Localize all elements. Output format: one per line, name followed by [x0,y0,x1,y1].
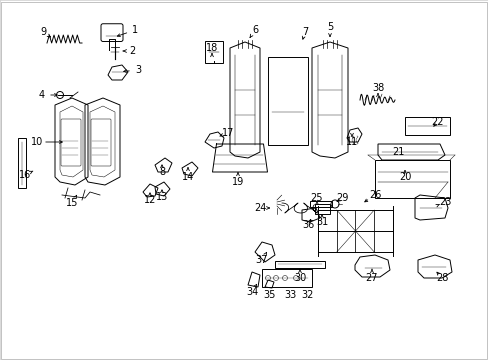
Text: 25: 25 [310,193,323,203]
Text: 2: 2 [129,46,135,56]
Text: 8: 8 [159,167,165,177]
Text: 18: 18 [205,43,218,53]
Text: 13: 13 [156,192,168,202]
Bar [309,201,331,207]
Text: 30: 30 [293,273,305,283]
Text: 32: 32 [301,290,314,300]
Text: 28: 28 [435,273,447,283]
Text: 16: 16 [19,170,31,180]
Bar [18,138,26,188]
Text: 14: 14 [182,172,194,182]
Bar [404,117,449,135]
Text: 1: 1 [132,25,138,35]
Bar [204,41,223,63]
Text: 10: 10 [31,137,43,147]
Text: 5: 5 [326,22,332,32]
Text: 24: 24 [253,203,265,213]
Text: 27: 27 [365,273,378,283]
Text: 15: 15 [66,198,78,208]
Text: 12: 12 [143,195,156,205]
Text: 9: 9 [40,27,46,37]
Bar [314,204,329,214]
Text: 6: 6 [251,25,258,35]
Bar [267,57,307,145]
Text: 38: 38 [371,83,384,93]
Text: 21: 21 [391,147,404,157]
Text: 19: 19 [231,177,244,187]
Text: 36: 36 [301,220,313,230]
Text: 35: 35 [263,290,276,300]
Text: 33: 33 [284,290,296,300]
Text: 4: 4 [39,90,45,100]
Text: 11: 11 [345,137,357,147]
Bar [274,261,325,268]
Text: 7: 7 [301,27,307,37]
Text: 31: 31 [315,217,327,227]
Text: 22: 22 [431,117,443,127]
Text: 3: 3 [135,65,141,75]
Text: 26: 26 [368,190,381,200]
Text: 37: 37 [255,255,267,265]
Text: 17: 17 [222,128,234,138]
Text: 23: 23 [438,197,450,207]
Text: 29: 29 [335,193,347,203]
Text: 20: 20 [398,172,410,182]
Bar [262,269,311,287]
Text: 34: 34 [245,287,258,297]
